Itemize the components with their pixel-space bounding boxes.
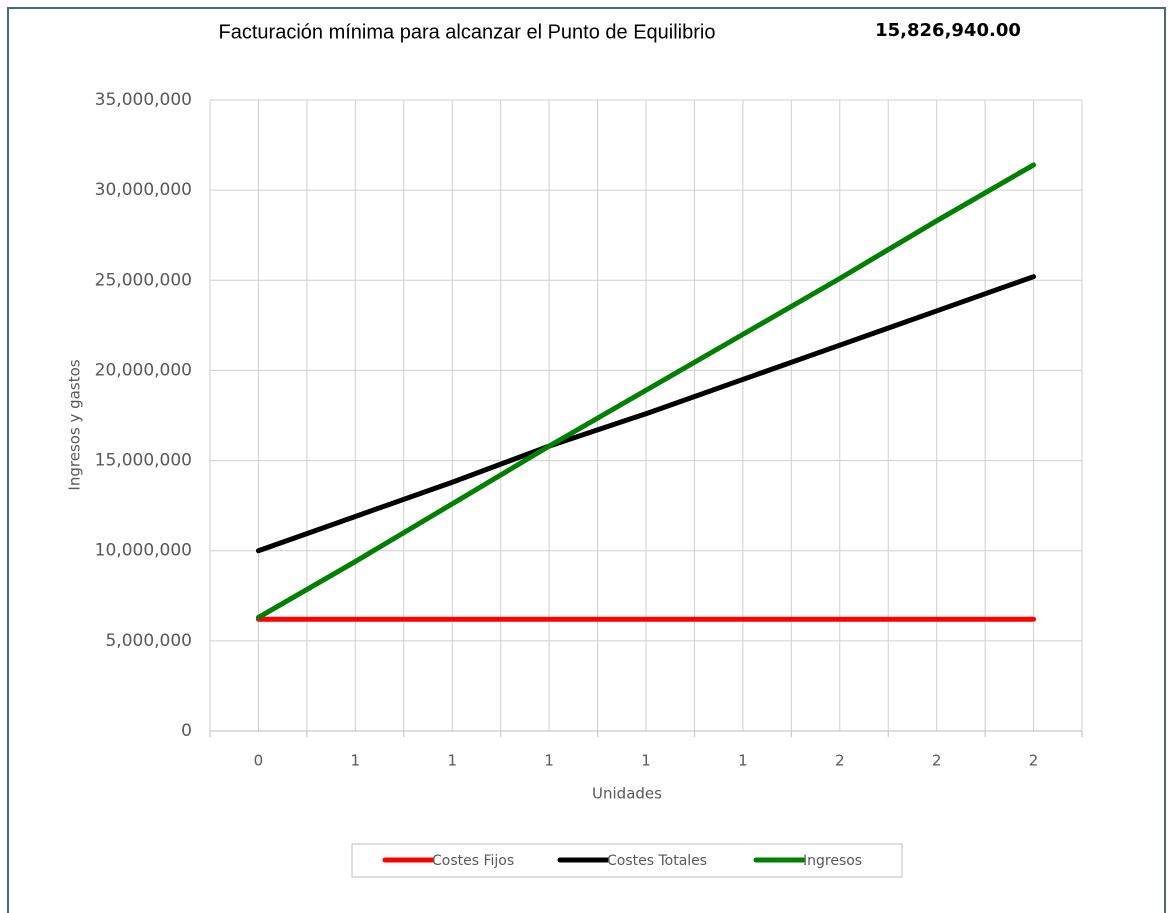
legend [351, 843, 903, 878]
x-tick-label: 2 [835, 752, 845, 770]
y-tick-label: 30,000,000 [95, 180, 192, 200]
y-axis-label: Ingresos y gastos [66, 359, 84, 490]
legend-label: Costes Totales [607, 853, 707, 869]
x-tick-label: 1 [351, 752, 361, 770]
y-tick-label: 0 [181, 721, 192, 741]
x-axis-label: Unidades [592, 785, 662, 803]
series-line [255, 162, 1037, 620]
chart-border [7, 7, 1166, 913]
series-line [255, 274, 1037, 554]
legend-label: Costes Fijos [432, 853, 514, 869]
annotation: 15,826,940.00 [875, 20, 1021, 41]
x-tick-label: 2 [1029, 752, 1039, 770]
y-tick-label: 5,000,000 [105, 631, 192, 651]
y-tick-label: 10,000,000 [95, 541, 192, 561]
chart-title: Facturación mínima para alcanzar el Punt… [219, 21, 716, 43]
y-tick-label: 15,000,000 [95, 451, 192, 471]
x-tick-label: 1 [447, 752, 457, 770]
y-tick-label: 20,000,000 [95, 360, 192, 380]
x-tick-label: 1 [641, 752, 651, 770]
y-tick-label: 25,000,000 [95, 270, 192, 290]
y-tick-label: 35,000,000 [95, 90, 192, 110]
legend-label: Ingresos [803, 853, 862, 869]
x-tick-label: 1 [738, 752, 748, 770]
x-tick-label: 0 [254, 752, 264, 770]
x-tick-label: 2 [932, 752, 942, 770]
x-tick-label: 1 [544, 752, 554, 770]
